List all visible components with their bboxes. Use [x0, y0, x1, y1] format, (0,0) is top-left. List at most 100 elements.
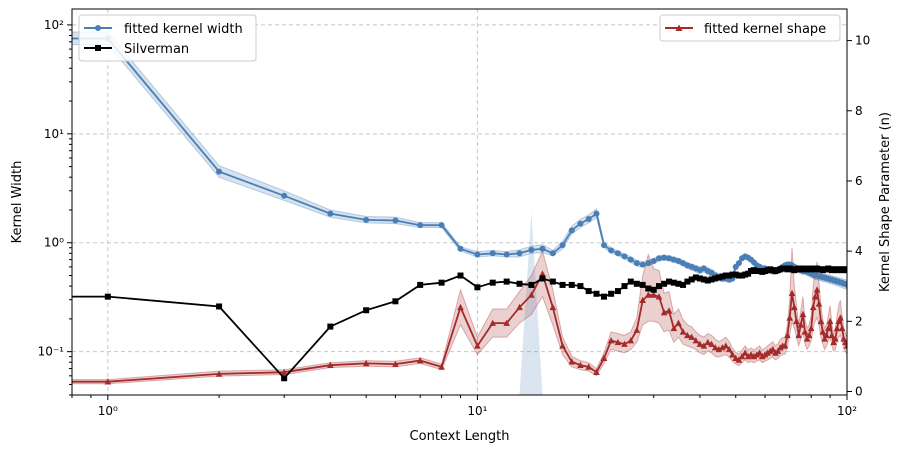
series-kernel-shape-point-86 — [819, 328, 827, 335]
series-kernel-shape-point-3 — [280, 368, 288, 375]
legend-right: fitted kernel shape — [659, 14, 841, 42]
series-kernel-shape-point-54 — [744, 352, 752, 360]
series-kernel-shape-point-1 — [104, 378, 112, 385]
y-right-axis-label: Kernel Shape Parameter (n) — [878, 112, 893, 292]
series-kernel-width-point-100 — [844, 281, 847, 288]
series-kernel-shape-point-34 — [670, 324, 678, 332]
series-silverman-point-33 — [666, 278, 673, 285]
band-kernel-shape — [72, 247, 847, 385]
y-left-tick-label-1: 10⁰ — [44, 236, 64, 250]
series-kernel-width-point-20 — [585, 216, 592, 223]
series-kernel-shape-point-41 — [700, 342, 708, 349]
series-kernel-shape-point-57 — [753, 351, 761, 358]
series-silverman-point-49 — [729, 271, 736, 278]
series-kernel-shape-point-83 — [813, 286, 821, 293]
series-kernel-width-point-15 — [539, 245, 546, 252]
series-kernel-width-point-30 — [650, 257, 657, 264]
series-kernel-shape-point-10 — [474, 342, 481, 349]
series-silverman-point-29 — [645, 285, 652, 292]
series-kernel-shape-point-14 — [528, 291, 535, 298]
legend-right-frame — [659, 14, 841, 42]
series-kernel-shape-point-7 — [416, 357, 424, 364]
legend-kernel-shape-label: fitted kernel shape — [704, 22, 826, 37]
series-kernel-shape-point-44 — [711, 344, 719, 351]
series-kernel-shape-point-24 — [614, 338, 622, 346]
series-kernel-shape-point-28 — [639, 296, 646, 304]
series-silverman-point-15 — [539, 275, 546, 282]
series-silverman-point-41 — [700, 276, 707, 283]
series-silverman-point-23 — [608, 290, 615, 297]
series-silverman-point-16 — [549, 278, 556, 285]
y-left-axis-label: Kernel Width — [10, 161, 25, 244]
series-kernel-shape-point-20 — [585, 363, 592, 370]
series-kernel-shape-point-89 — [824, 324, 832, 332]
series-silverman-point-20 — [585, 288, 592, 295]
series-kernel-width-point-51 — [735, 260, 742, 267]
series-kernel-shape-point-56 — [750, 352, 758, 360]
series-kernel-width-point-18 — [568, 227, 575, 234]
series-kernel-shape-point-65 — [774, 347, 782, 354]
series-kernel-width-point-11 — [489, 250, 496, 257]
series-kernel-shape-point-43 — [708, 340, 715, 347]
y-right-tick-label-5: 10 — [855, 34, 870, 48]
series-silverman-point-24 — [614, 288, 621, 295]
series-kernel-shape-point-25 — [621, 340, 628, 347]
series-kernel-shape-point-16 — [549, 303, 557, 311]
series-silverman-point-28 — [639, 281, 646, 288]
y-right-tick-label-4: 8 — [855, 104, 863, 118]
series-kernel-width-point-19 — [577, 220, 584, 227]
series-silverman-point-5 — [363, 307, 370, 314]
series-silverman-point-2 — [216, 303, 223, 310]
series-kernel-width-point-32 — [661, 254, 668, 261]
legend-left-frame — [78, 14, 257, 62]
series-kernel-width-point-25 — [621, 253, 628, 260]
series-kernel-shape-point-72 — [790, 303, 798, 311]
series-kernel-width-point-4 — [327, 210, 334, 217]
series-kernel-shape-point-31 — [655, 293, 663, 300]
series-kernel-shape-point-70 — [786, 314, 794, 321]
series-kernel-shape-point-68 — [781, 342, 789, 349]
series-kernel-shape-point-88 — [823, 331, 830, 339]
series-kernel-shape-point-85 — [817, 317, 825, 325]
series-kernel-width-point-23 — [608, 247, 615, 254]
series-silverman-point-38 — [688, 276, 695, 283]
series-kernel-shape-point-90 — [826, 317, 834, 325]
series-kernel-width-point-34 — [670, 256, 677, 263]
series-kernel-width-point-14 — [528, 246, 535, 253]
series-kernel-width-point-22 — [600, 242, 607, 249]
series-kernel-width-point-10 — [474, 251, 481, 258]
series-kernel-shape-point-26 — [627, 337, 635, 344]
plot-frame — [71, 8, 848, 396]
series-kernel-shape-point-15 — [539, 270, 546, 277]
series-kernel-shape-point-75 — [797, 321, 805, 328]
legend-silverman-label: Silverman — [124, 42, 189, 57]
series-silverman-point-27 — [633, 280, 640, 287]
series-kernel-shape-point-27 — [633, 326, 641, 333]
series-kernel-shape-point-80 — [807, 324, 815, 332]
series-silverman-point-9 — [457, 272, 464, 279]
series-kernel-shape-point-12 — [503, 319, 510, 326]
series-kernel-shape-point-8 — [438, 363, 445, 370]
series-silverman-point-46 — [719, 273, 726, 280]
series-kernel-shape-point-81 — [809, 303, 817, 311]
series-kernel-shape-point-45 — [715, 345, 723, 353]
series-kernel-shape-point-22 — [600, 354, 608, 361]
series-kernel-width-point-5 — [363, 216, 370, 223]
series-silverman-point-19 — [577, 283, 584, 290]
series-kernel-shape-point-4 — [327, 361, 334, 368]
series-kernel-width-point-27 — [633, 260, 640, 267]
series-silverman-point-42 — [704, 277, 711, 284]
y-right-tick-label-0: 0 — [855, 384, 863, 398]
series-kernel-shape-point-77 — [801, 328, 809, 335]
series-kernel-shape-point-63 — [769, 345, 777, 353]
series-silverman-point-22 — [600, 293, 607, 300]
series-silverman-point-34 — [670, 279, 677, 286]
series-kernel-width-point-6 — [392, 217, 399, 224]
series-silverman-point-51 — [735, 272, 742, 279]
series-silverman-point-17 — [559, 281, 566, 288]
series-kernel-shape-point-78 — [803, 335, 811, 342]
series-kernel-shape-point-30 — [650, 291, 658, 298]
series-silverman-point-47 — [722, 272, 729, 279]
x-tick-label-0: 10⁰ — [98, 404, 118, 418]
series-kernel-shape-point-29 — [645, 291, 652, 298]
